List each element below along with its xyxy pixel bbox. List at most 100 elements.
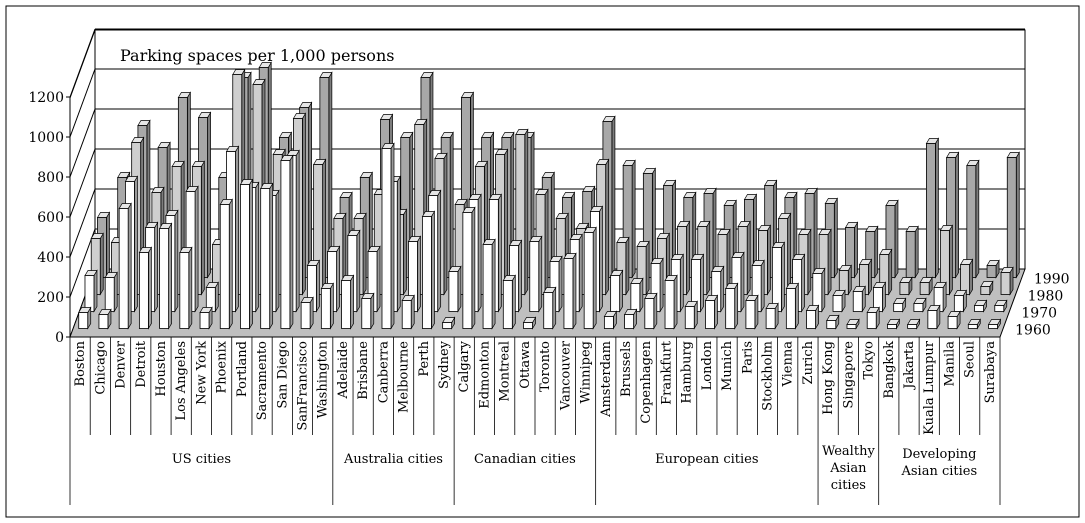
bar-side bbox=[956, 153, 959, 278]
bar-side bbox=[814, 189, 817, 278]
bar-front bbox=[382, 149, 391, 329]
bar-front bbox=[220, 205, 229, 329]
category-label: Frankfurt bbox=[659, 340, 674, 405]
bar-front bbox=[160, 229, 169, 329]
category-label: Winnipeg bbox=[579, 341, 594, 404]
bar-1960 bbox=[463, 208, 475, 329]
bar-side bbox=[559, 257, 562, 312]
bar-side bbox=[741, 253, 744, 312]
category-label: San Diego bbox=[275, 341, 290, 409]
bar-front bbox=[920, 283, 929, 295]
bar-side bbox=[687, 222, 690, 295]
bar-side bbox=[545, 190, 548, 295]
category-label: Melbourne bbox=[397, 341, 412, 413]
bar-side bbox=[855, 223, 858, 278]
category-label: Brisbane bbox=[356, 341, 371, 400]
bar-1960 bbox=[928, 306, 940, 329]
category-label: SanFrancisco bbox=[296, 341, 311, 431]
bar-front bbox=[975, 306, 984, 312]
bar-side bbox=[330, 284, 333, 329]
category-label: Edmonton bbox=[477, 340, 492, 408]
bar-side bbox=[525, 130, 528, 295]
bar-front bbox=[631, 284, 640, 312]
group-label: US cities bbox=[172, 452, 231, 467]
bar-1980 bbox=[920, 278, 932, 295]
bar-side bbox=[519, 241, 522, 312]
bar-1960 bbox=[99, 310, 111, 329]
bar-side bbox=[612, 117, 615, 278]
category-label: Bangkok bbox=[882, 341, 897, 399]
bar-side bbox=[640, 279, 643, 312]
bar-side bbox=[450, 133, 453, 278]
bar-1960 bbox=[240, 180, 252, 329]
bar-side bbox=[868, 260, 871, 295]
bar-front bbox=[847, 325, 856, 329]
y-tick-label: 600 bbox=[37, 210, 64, 226]
bar-front bbox=[995, 306, 1004, 312]
bar-front bbox=[321, 289, 330, 329]
series-label: 1970 bbox=[1021, 306, 1057, 322]
bar-front bbox=[685, 307, 694, 329]
category-label: Amsterdam bbox=[599, 341, 614, 418]
bar-front bbox=[611, 276, 620, 312]
category-label: Portland bbox=[235, 341, 250, 397]
bar-1960 bbox=[746, 296, 758, 329]
bar-side bbox=[472, 208, 475, 329]
category-label: Vancouver bbox=[558, 340, 573, 411]
bar-front bbox=[853, 292, 862, 312]
bar-1960 bbox=[645, 294, 657, 329]
bar-front bbox=[449, 272, 458, 312]
bar-front bbox=[261, 189, 270, 329]
bar-front bbox=[1007, 158, 1016, 278]
bar-side bbox=[915, 227, 918, 278]
bar-side bbox=[660, 259, 663, 312]
bar-1960 bbox=[483, 240, 495, 329]
bar-side bbox=[323, 160, 326, 295]
category-label: New York bbox=[194, 341, 209, 405]
bar-side bbox=[236, 147, 239, 312]
bar-side bbox=[626, 238, 629, 295]
bar-1990 bbox=[987, 261, 999, 278]
bar-side bbox=[713, 189, 716, 278]
bar-1960 bbox=[443, 318, 455, 329]
bar-front bbox=[105, 278, 114, 312]
bar-side bbox=[795, 284, 798, 329]
bar-front bbox=[139, 253, 148, 329]
bar-front bbox=[807, 311, 816, 329]
group-label: European cities bbox=[655, 452, 758, 467]
bar-front bbox=[584, 233, 593, 329]
bar-1960 bbox=[342, 276, 354, 329]
bar-side bbox=[296, 151, 299, 312]
category-label: Jakarta bbox=[902, 341, 917, 391]
bar-side bbox=[397, 177, 400, 312]
y-tick-label: 200 bbox=[37, 290, 64, 306]
bar-1970 bbox=[894, 299, 906, 312]
bar-side bbox=[781, 243, 784, 312]
category-label: Copenhagen bbox=[639, 340, 654, 423]
bar-front bbox=[746, 301, 755, 329]
category-label: Boston bbox=[73, 340, 88, 386]
bar-side bbox=[351, 276, 354, 329]
bar-side bbox=[553, 288, 556, 329]
bar-front bbox=[827, 321, 836, 329]
bar-side bbox=[875, 227, 878, 278]
bar-side bbox=[438, 191, 441, 312]
category-label: Adelaide bbox=[336, 341, 351, 400]
group-label: Developing bbox=[902, 447, 976, 462]
bar-side bbox=[249, 180, 252, 329]
bar-1980 bbox=[1001, 268, 1013, 295]
bar-1970 bbox=[995, 301, 1007, 312]
bar-front bbox=[463, 213, 472, 329]
bar-side bbox=[935, 139, 938, 278]
group-label: Wealthy bbox=[822, 444, 876, 459]
bar-side bbox=[498, 195, 501, 312]
bar-side bbox=[701, 255, 704, 312]
bar-side bbox=[169, 224, 172, 329]
bar-1970 bbox=[954, 291, 966, 312]
chart-title: Parking spaces per 1,000 persons bbox=[120, 46, 394, 65]
bar-side bbox=[377, 247, 380, 312]
bar-front bbox=[665, 281, 674, 329]
category-label: Phoenix bbox=[215, 340, 230, 393]
bar-1960 bbox=[180, 248, 192, 329]
bar-1960 bbox=[968, 320, 980, 329]
